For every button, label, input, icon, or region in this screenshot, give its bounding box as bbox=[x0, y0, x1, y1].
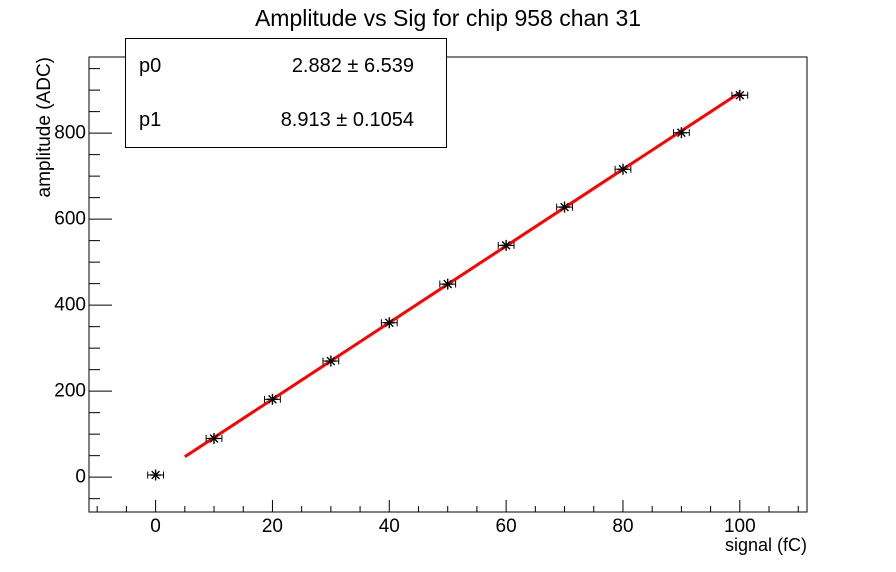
param-name-p0: p0 bbox=[139, 54, 162, 77]
x-tick-label: 100 bbox=[724, 516, 756, 537]
param-name-p1: p1 bbox=[139, 108, 162, 131]
y-tick-label: 400 bbox=[54, 295, 86, 316]
marker-spoke-d2 bbox=[560, 202, 569, 212]
param-value-p1: 8.913 ± 0.1054 bbox=[280, 108, 414, 131]
x-tick-label: 40 bbox=[379, 516, 400, 537]
marker-spoke-d2 bbox=[326, 356, 336, 366]
data-point bbox=[380, 317, 398, 329]
fit-line bbox=[183, 91, 741, 459]
x-axis-title: signal (fC) bbox=[725, 535, 807, 555]
data-point bbox=[264, 393, 281, 405]
data-point bbox=[439, 278, 457, 290]
marker-spoke-d2 bbox=[618, 164, 628, 174]
marker-spoke-d2 bbox=[151, 470, 160, 480]
y-tick-label: 200 bbox=[54, 381, 86, 402]
marker-spoke-d2 bbox=[268, 394, 277, 404]
y-tick-label: 0 bbox=[75, 467, 86, 488]
y-tick-label: 800 bbox=[54, 123, 86, 144]
data-point bbox=[147, 469, 164, 481]
data-point bbox=[614, 163, 632, 175]
marker-spoke-d2 bbox=[443, 279, 453, 289]
stats-row-p0: p0 2.882 ± 6.539 bbox=[126, 39, 446, 93]
x-tick-label: 80 bbox=[612, 516, 633, 537]
marker-spoke-d2 bbox=[209, 434, 219, 443]
marker-spoke-d2 bbox=[676, 128, 686, 138]
param-value-p0: 2.882 ± 6.539 bbox=[291, 54, 414, 77]
data-point bbox=[497, 239, 515, 251]
y-tick-label: 600 bbox=[54, 209, 86, 230]
x-tick-label: 20 bbox=[262, 516, 283, 537]
data-point bbox=[322, 355, 340, 367]
x-tick-label: 0 bbox=[150, 516, 161, 537]
data-point bbox=[731, 89, 749, 101]
x-tick-label: 60 bbox=[496, 516, 517, 537]
fit-stats-box: p0 2.882 ± 6.539 p1 8.913 ± 0.1054 bbox=[125, 38, 447, 148]
y-axis-title: amplitude (ADC) bbox=[34, 57, 55, 197]
data-point bbox=[672, 127, 690, 139]
marker-spoke-d2 bbox=[735, 90, 745, 100]
marker-spoke-d2 bbox=[501, 240, 511, 250]
data-point bbox=[205, 432, 223, 444]
marker-spoke-d2 bbox=[384, 318, 394, 328]
data-point bbox=[556, 201, 573, 213]
chart-title: Amplitude vs Sig for chip 958 chan 31 bbox=[254, 5, 642, 31]
stats-row-p1: p1 8.913 ± 0.1054 bbox=[126, 93, 446, 147]
